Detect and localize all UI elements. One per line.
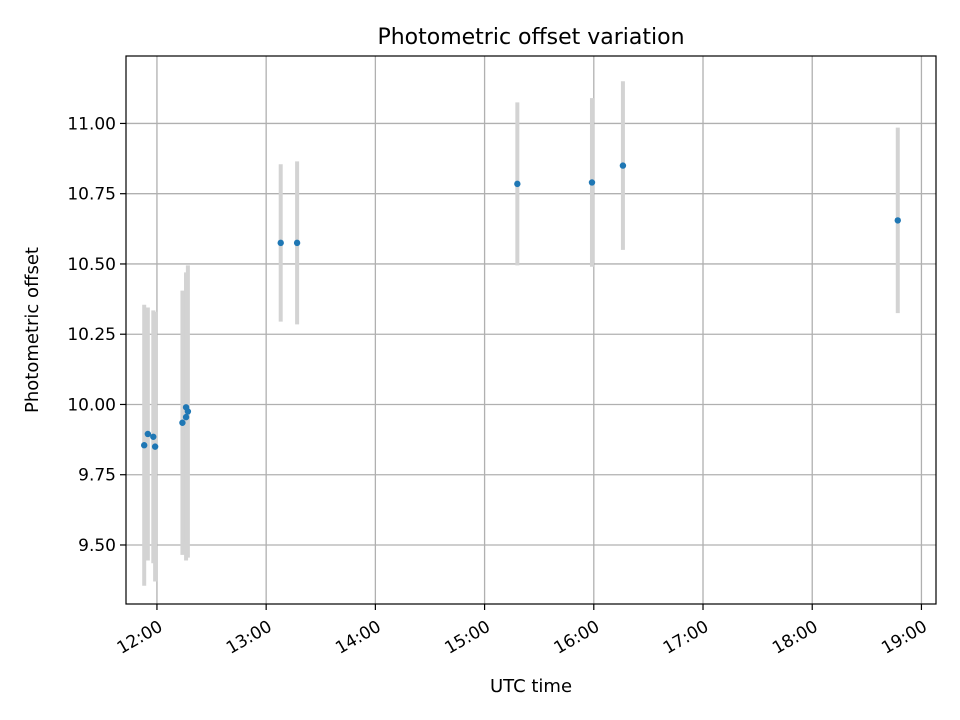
x-tick-label: 16:00 bbox=[551, 617, 603, 659]
plot-frame bbox=[125, 55, 937, 605]
data-point bbox=[277, 239, 284, 247]
error-bars bbox=[142, 81, 900, 586]
x-tick-label: 13:00 bbox=[223, 617, 275, 659]
y-tick-label: 10.50 bbox=[67, 255, 116, 275]
x-tick-label: 17:00 bbox=[660, 617, 712, 659]
y-axis: 9.50 9.75 10.00 10.25 10.50 10.75 11.00 bbox=[67, 114, 126, 556]
y-tick-label: 9.50 bbox=[78, 536, 116, 556]
data-point bbox=[894, 217, 901, 224]
data-point bbox=[293, 239, 301, 247]
chart-title: Photometric offset variation bbox=[377, 25, 684, 50]
data-point bbox=[151, 443, 159, 450]
y-tick-label: 11.00 bbox=[67, 114, 116, 134]
x-tick-label: 12:00 bbox=[114, 617, 166, 659]
x-axis: 12:00 13:00 14:00 15:00 16:00 17:00 18:00 19:00 bbox=[114, 604, 931, 659]
x-axis-label: UTC time bbox=[490, 676, 572, 697]
x-tick-label: 15:00 bbox=[441, 617, 493, 659]
y-tick-label: 9.75 bbox=[78, 466, 116, 486]
y-tick-label: 10.75 bbox=[67, 185, 116, 205]
data-points bbox=[141, 162, 901, 450]
data-point bbox=[150, 433, 157, 440]
data-point bbox=[182, 413, 190, 421]
data-point bbox=[144, 430, 152, 438]
data-point bbox=[184, 408, 192, 415]
x-tick-label: 18:00 bbox=[769, 617, 821, 659]
data-point bbox=[588, 179, 596, 186]
data-point bbox=[619, 162, 627, 169]
data-point bbox=[179, 419, 186, 426]
y-tick-label: 10.00 bbox=[67, 395, 116, 415]
x-tick-label: 19:00 bbox=[878, 617, 930, 659]
y-axis-label: Photometric offset bbox=[22, 247, 43, 413]
data-point bbox=[141, 442, 148, 449]
grid bbox=[126, 56, 936, 604]
x-tick-label: 14:00 bbox=[332, 617, 384, 659]
data-point bbox=[514, 180, 521, 188]
y-tick-label: 10.25 bbox=[67, 325, 116, 345]
